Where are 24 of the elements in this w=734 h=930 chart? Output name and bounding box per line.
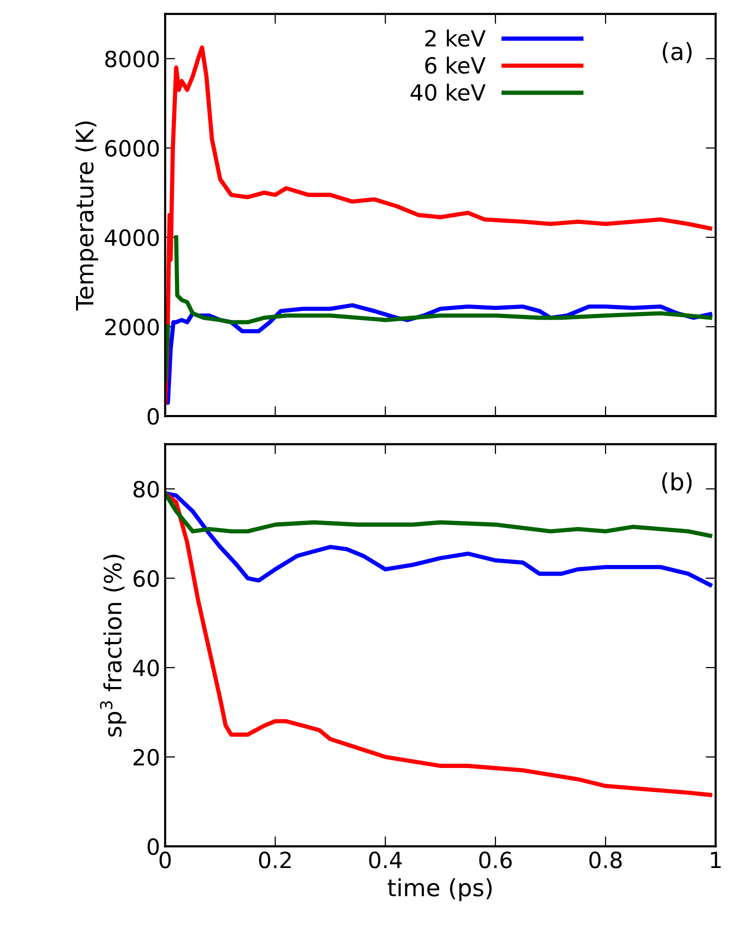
legend-label: 40 keV: [410, 84, 486, 101]
y-tick-label: 6000: [105, 140, 159, 157]
y-axis-title: Temperature (K): [75, 122, 98, 311]
x-axis-title: time (ps): [388, 878, 492, 902]
annotation: (a): [662, 42, 692, 64]
y-tick-label: 40: [133, 660, 159, 676]
legend-label: 6 keV: [425, 56, 486, 74]
legend-label: 2 keV: [425, 30, 486, 47]
y-tick-label: 60: [134, 570, 159, 587]
y-axis-title: sp$^{3}$ fraction (%): [100, 554, 126, 737]
y-tick-label: 0: [148, 838, 159, 856]
x-tick-label: 0.8: [589, 852, 622, 868]
annotation: (b): [662, 472, 692, 494]
y-tick-label: 2000: [105, 318, 159, 336]
y-tick-label: 8000: [105, 50, 159, 68]
y-tick-label: 80: [134, 480, 159, 498]
x-tick-label: 1: [711, 852, 721, 868]
x-tick-label: 0.6: [479, 852, 512, 868]
y-tick-label: 4000: [104, 229, 159, 246]
x-tick-label: 0: [160, 852, 171, 868]
x-tick-label: 0.2: [259, 852, 291, 868]
y-tick-label: 0: [148, 408, 159, 425]
y-tick-label: 20: [134, 748, 159, 766]
x-tick-label: 0.4: [369, 852, 402, 868]
